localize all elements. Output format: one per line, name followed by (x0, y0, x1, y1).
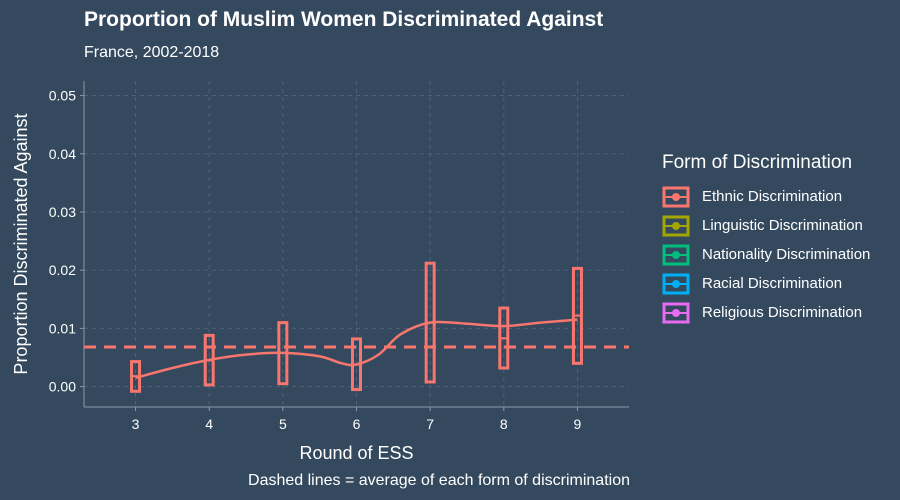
legend-item-label: Linguistic Discrimination (702, 217, 863, 234)
y-tick-label: 0.01 (49, 320, 76, 336)
legend-key-point (672, 250, 680, 259)
y-tick-label: 0.02 (49, 262, 76, 278)
legend-key-point (672, 192, 680, 201)
legend-key-swatch (662, 186, 690, 207)
x-tick-label: 3 (132, 416, 140, 432)
legend-item: Nationality Discrimination (662, 240, 870, 269)
legend-key-swatch (662, 302, 690, 323)
chart-caption: Dashed lines = average of each form of d… (248, 472, 630, 489)
x-axis-title: Round of ESS (299, 443, 413, 463)
x-tick-label: 6 (353, 416, 361, 432)
legend-item: Linguistic Discrimination (662, 211, 870, 240)
legend-item-label: Nationality Discrimination (702, 246, 871, 263)
x-tick-label: 7 (426, 416, 434, 432)
legend-key-point (672, 221, 680, 230)
legend: Form of Discrimination Ethnic Discrimina… (662, 152, 870, 327)
legend-item: Religious Discrimination (662, 298, 870, 327)
legend-key-swatch (662, 273, 690, 294)
y-tick-label: 0.00 (49, 379, 76, 395)
chart-subtitle: France, 2002-2018 (84, 44, 220, 61)
y-axis-title: Proportion Discriminated Against (11, 113, 31, 374)
y-tick-label: 0.03 (49, 204, 76, 220)
y-tick-label: 0.04 (49, 146, 76, 162)
legend-key-point (672, 308, 680, 317)
legend-key-swatch (662, 244, 690, 265)
y-tick-label: 0.05 (49, 88, 76, 104)
legend-title: Form of Discrimination (662, 152, 853, 173)
x-tick-label: 9 (574, 416, 582, 432)
legend-key-swatch (662, 215, 690, 236)
legend-item: Ethnic Discrimination (662, 182, 870, 211)
legend-key-point (672, 279, 680, 288)
x-tick-label: 5 (279, 416, 287, 432)
x-tick-label: 8 (500, 416, 508, 432)
legend-item-label: Religious Discrimination (702, 304, 863, 321)
legend-item-label: Ethnic Discrimination (702, 188, 843, 205)
legend-item-label: Racial Discrimination (702, 275, 843, 292)
chart-title: Proportion of Muslim Women Discriminated… (84, 8, 604, 31)
x-tick-label: 4 (205, 416, 213, 432)
legend-item: Racial Discrimination (662, 269, 870, 298)
